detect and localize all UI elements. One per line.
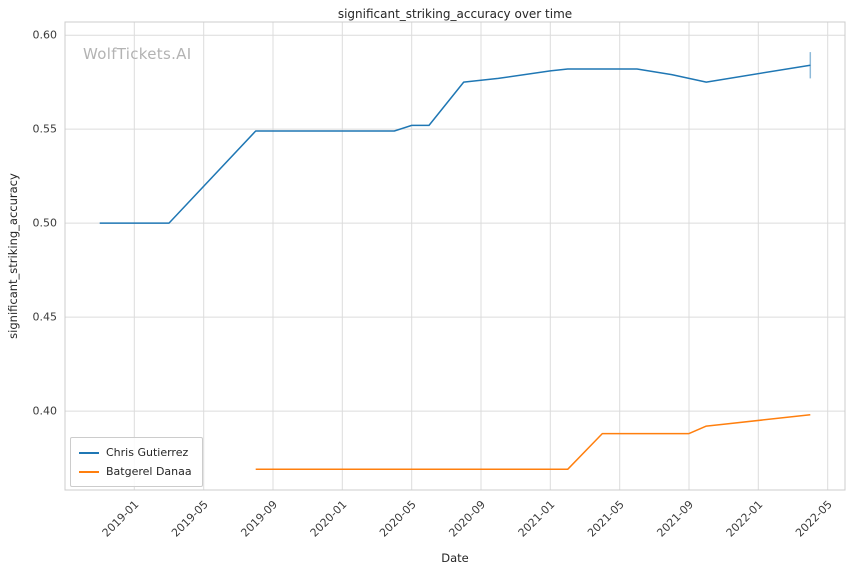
series-line: [255, 414, 811, 471]
x-tick-label: 2021-05: [585, 498, 627, 540]
series-line: [99, 64, 811, 224]
y-tick-label: 0.60: [33, 29, 58, 42]
y-tick-label: 0.45: [33, 311, 58, 324]
y-tick-label: 0.55: [33, 123, 58, 136]
y-tick-label: 0.40: [33, 405, 58, 418]
y-axis-label: significant_striking_accuracy: [6, 173, 20, 339]
x-tick-label: 2019-01: [100, 498, 142, 540]
legend: Chris Gutierrez Batgerel Danaa: [70, 437, 203, 487]
legend-label: Chris Gutierrez: [106, 446, 189, 459]
x-tick-label: 2021-09: [654, 498, 696, 540]
x-tick-label: 2019-09: [238, 498, 280, 540]
legend-label: Batgerel Danaa: [106, 465, 192, 478]
x-tick-label: 2022-05: [793, 498, 835, 540]
chart-title: significant_striking_accuracy over time: [337, 7, 573, 21]
legend-entry: Batgerel Danaa: [79, 462, 192, 481]
plot-border: [64, 21, 846, 491]
x-tick-label: 2022-01: [724, 498, 766, 540]
legend-line-swatch: [79, 470, 99, 473]
y-tick-label: 0.50: [33, 217, 58, 230]
x-tick-label: 2021-01: [516, 498, 558, 540]
watermark-text: WolfTickets.AI: [83, 45, 192, 63]
x-tick-label: 2020-01: [308, 498, 350, 540]
x-tick-label: 2020-05: [377, 498, 419, 540]
x-tick-label: 2019-05: [169, 498, 211, 540]
x-axis-label: Date: [441, 551, 469, 565]
legend-entry: Chris Gutierrez: [79, 443, 192, 462]
x-tick-label: 2020-09: [446, 498, 488, 540]
legend-line-swatch: [79, 451, 99, 454]
